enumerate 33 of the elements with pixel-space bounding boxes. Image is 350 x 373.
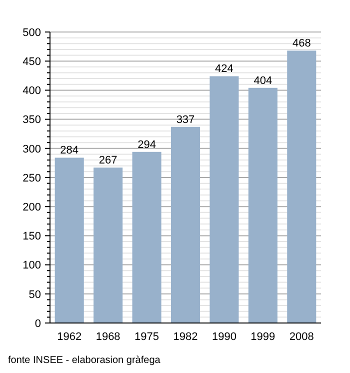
y-tick-label: 350 [22,114,41,126]
bar [170,126,200,323]
x-tick-label: 1968 [96,331,120,343]
bar [94,168,123,323]
bar [287,50,316,323]
data-label: 404 [254,74,272,87]
x-tick-label: 1962 [57,331,82,343]
bar [248,88,278,323]
source-note: fonte INSEE - elaborasion gràfega [8,355,161,366]
y-tick-label: 500 [22,26,41,39]
y-tick-label: 50 [28,288,41,301]
x-tick-label: 2008 [289,331,314,343]
data-label: 284 [60,144,79,157]
x-tick-label: 1982 [173,331,198,343]
y-tick-label: 200 [22,201,41,214]
y-tick-label: 250 [22,172,41,184]
y-tick-label: 450 [22,56,41,68]
data-label: 468 [292,38,311,50]
y-tick-label: 150 [22,230,41,243]
bar [132,152,162,323]
y-tick-label: 0 [34,318,41,330]
data-label: 294 [138,138,156,151]
x-tick-label: 1975 [134,331,160,343]
bar [54,158,84,323]
x-tick-label: 1999 [250,331,276,343]
y-tick-label: 400 [22,85,41,98]
data-label: 424 [215,63,234,76]
bar [210,76,239,323]
y-tick-label: 100 [22,260,41,272]
data-label: 267 [98,154,118,167]
x-tick-label: 1990 [212,331,236,343]
y-tick-label: 300 [22,143,41,156]
data-label: 337 [176,114,195,126]
